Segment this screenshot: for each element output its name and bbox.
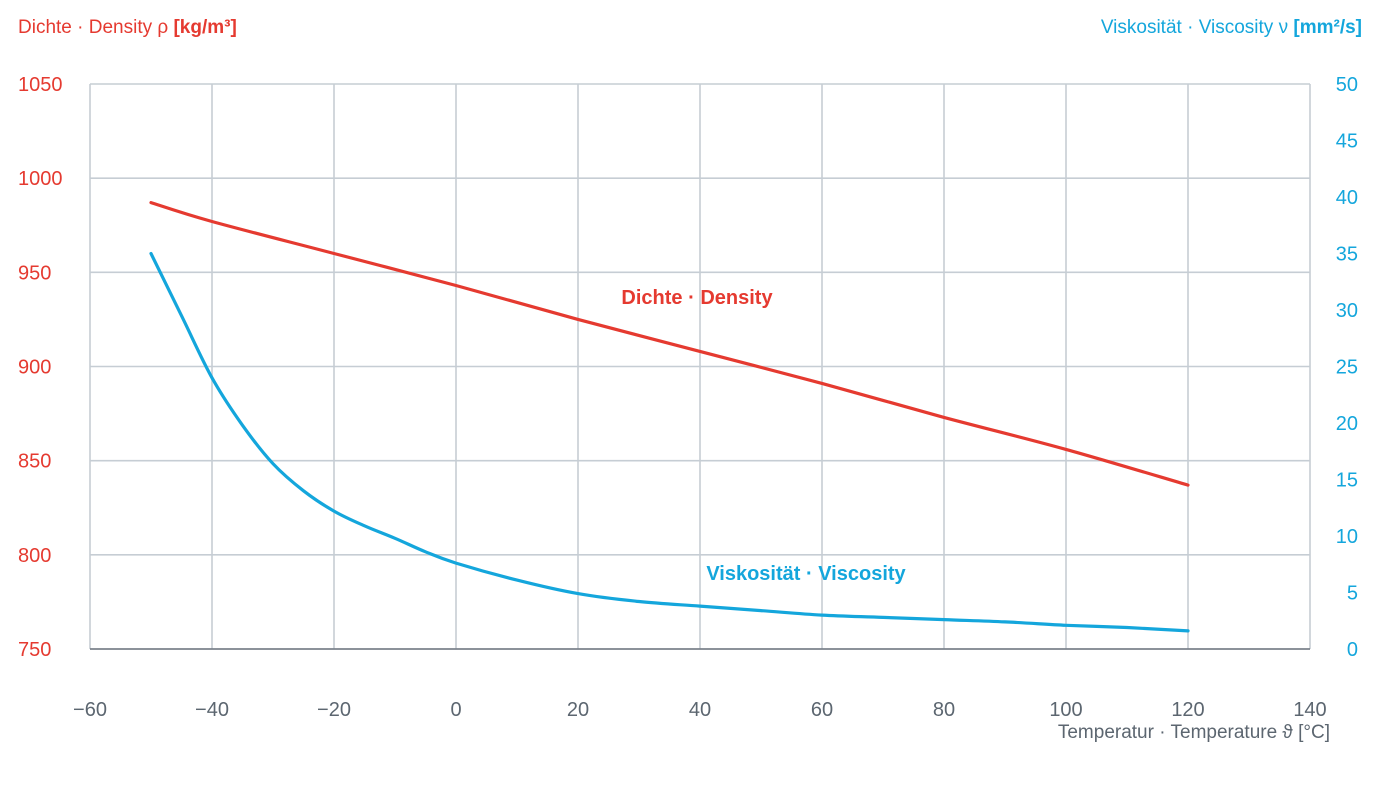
left-tick-label: 900 [18,357,51,379]
x-axis-title-text: Temperatur · Temperature ϑ [1057,722,1293,743]
right-tick-label: 5 [1347,583,1358,605]
right-axis-title-text: Viskosität · Viscosity ν [1100,17,1289,38]
x-axis-unit: [°C] [1298,722,1330,743]
left-axis-title-text: Dichte · Density ρ [18,17,169,38]
x-tick-label: 100 [1049,699,1082,721]
left-axis-ticks: 1050 1000 950 900 850 800 750 [18,74,63,661]
x-tick-label: −40 [195,699,229,721]
right-axis-title: Viskosität · Viscosity ν [mm²/s] [1101,17,1362,39]
x-tick-label: 80 [933,699,955,721]
left-tick-label: 950 [18,262,51,284]
left-tick-label: 800 [18,545,51,567]
grid [89,83,1311,650]
series-lines [149,201,1190,633]
x-tick-label: −20 [317,699,351,721]
x-tick-label: −60 [73,699,107,721]
density-series-label: Dichte · Density [621,287,773,309]
x-tick-label: 40 [689,699,711,721]
right-tick-label: 40 [1336,187,1358,209]
x-axis-ticks: −60 −40 −20 0 20 40 60 80 100 120 140 [73,699,1327,721]
right-tick-label: 45 [1336,131,1358,153]
viscosity-series-label: Viskosität · Viscosity [706,563,906,585]
x-tick-label: 0 [450,699,461,721]
viscosity-line [149,251,1190,633]
left-axis-title: Dichte · Density ρ [kg/m³] [18,17,237,39]
left-axis-unit: [kg/m³] [173,17,237,38]
left-tick-label: 1000 [18,168,63,190]
x-tick-label: 120 [1171,699,1204,721]
left-tick-label: 850 [18,451,51,473]
density-line [149,201,1190,487]
x-tick-label: 60 [811,699,833,721]
x-tick-label: 140 [1293,699,1326,721]
right-axis-unit: [mm²/s] [1293,17,1362,38]
right-tick-label: 15 [1336,470,1358,492]
x-tick-label: 20 [567,699,589,721]
right-tick-label: 30 [1336,300,1358,322]
x-axis-title: Temperatur · Temperature ϑ [°C] [1058,722,1330,744]
right-tick-label: 20 [1336,413,1358,435]
left-tick-label: 1050 [18,74,63,96]
right-tick-label: 25 [1336,357,1358,379]
right-tick-label: 0 [1347,639,1358,661]
left-tick-label: 750 [18,639,51,661]
right-tick-label: 50 [1336,74,1358,96]
right-tick-label: 35 [1336,244,1358,266]
right-tick-label: 10 [1336,526,1358,548]
